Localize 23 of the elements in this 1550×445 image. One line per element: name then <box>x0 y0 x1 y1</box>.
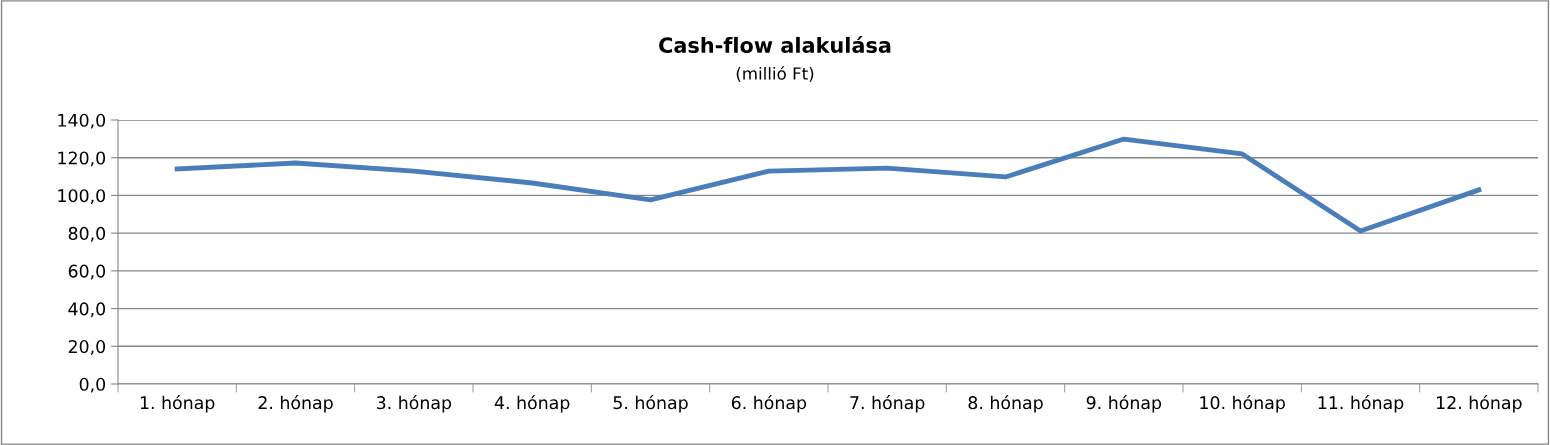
x-tick-label: 9. hónap <box>1086 395 1162 413</box>
y-tick-label: 80,0 <box>68 226 106 242</box>
x-tick-label: 1. hónap <box>140 395 215 413</box>
x-tick-label: 2. hónap <box>258 395 333 413</box>
x-tick-label: 12. hónap <box>1437 395 1522 413</box>
x-tick-label: 3. hónap <box>376 395 452 413</box>
x-tick-label: 6. hónap <box>731 395 807 413</box>
x-tick-label: 5. hónap <box>613 395 688 413</box>
chart-subtitle: (millió Ft) <box>736 66 814 82</box>
line-series <box>174 136 1482 234</box>
x-tick-label: 8. hónap <box>968 395 1043 413</box>
y-tick-label: 140,0 <box>58 113 106 129</box>
x-tick-label: 4. hónap <box>494 395 570 413</box>
y-tick-label: 40,0 <box>68 302 106 318</box>
x-tick-label: 7. hónap <box>850 395 925 413</box>
y-tick-label: 120,0 <box>58 151 106 167</box>
y-tick-label: 20,0 <box>68 340 106 355</box>
y-tick-label: 0,0 <box>79 377 106 393</box>
x-tick-label: 11. hónap <box>1318 395 1404 413</box>
y-tick-label: 100,0 <box>58 189 106 205</box>
chart-title: Cash-flow alakulása <box>659 36 891 54</box>
x-tick-label: 10. hónap <box>1200 395 1285 413</box>
y-tick-label: 60,0 <box>68 264 106 280</box>
